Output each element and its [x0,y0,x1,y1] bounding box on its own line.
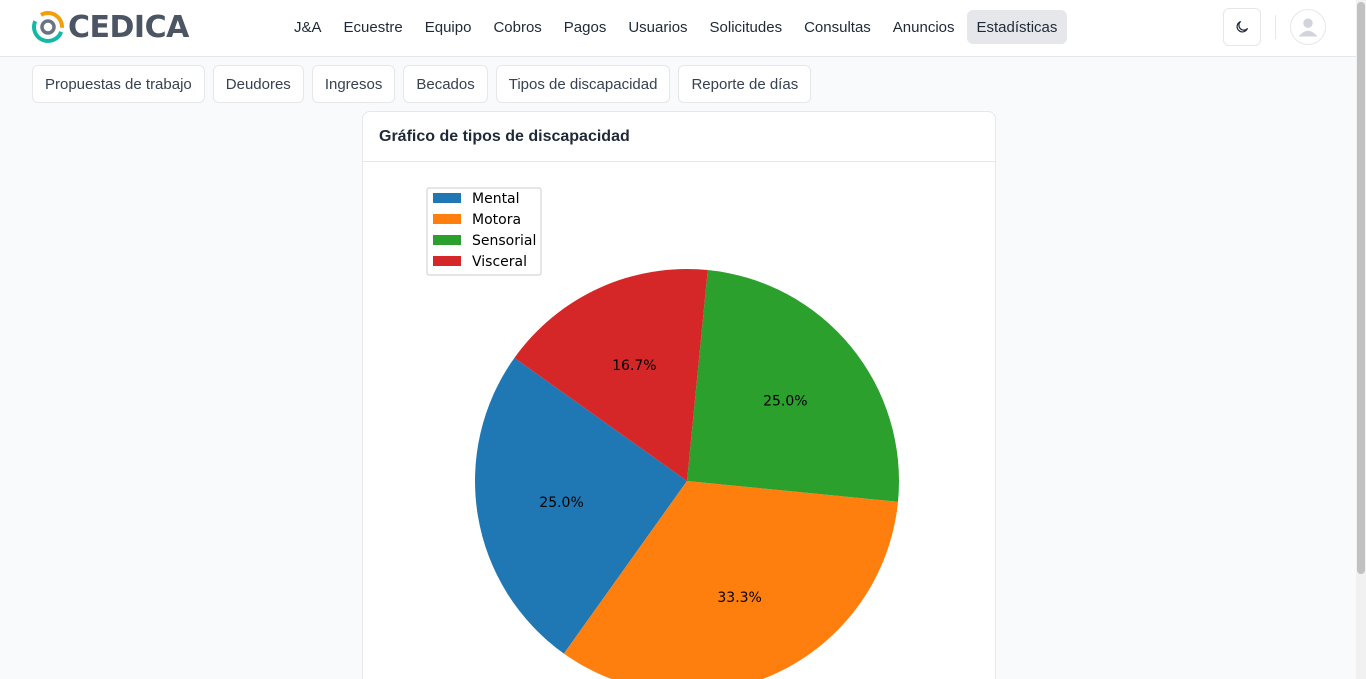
main-nav: J&A Ecuestre Equipo Cobros Pagos Usuarios Soli… [284,10,1068,44]
chart-card-title: Gráfico de tipos de discapacidad [363,112,995,162]
top-navbar: CEDICA J&A Ecuestre Equipo Cobros Pagos Usuar… [0,0,1356,57]
legend-label-mental: Mental [472,191,520,207]
user-icon [1298,18,1318,37]
user-avatar-button[interactable] [1290,9,1326,45]
nav-item-j-a[interactable]: J&A [294,18,322,36]
pie-slice-sensorial [687,270,899,502]
brand-logo[interactable]: CEDICA [30,9,189,45]
nav-item-anuncios[interactable]: Anuncios [892,18,955,36]
subtab-ingresos[interactable]: Ingresos [311,65,396,103]
page-scrollbar[interactable] [1356,0,1366,679]
logo-icon [32,11,64,43]
pie-slice-motora [563,481,898,679]
moon-icon [1236,21,1248,33]
subtab-propuestas-de-trabajo[interactable]: Propuestas de trabajo [32,65,205,103]
legend-label-visceral: Visceral [472,254,527,270]
pie-slice-mental [475,357,687,654]
legend-swatch-mental [433,193,461,203]
nav-item-cobros[interactable]: Cobros [493,18,542,36]
nav-item-equipo[interactable]: Equipo [424,18,472,36]
legend-swatch-visceral [433,256,461,266]
nav-item-solicitudes[interactable]: Solicitudes [709,18,783,36]
scrollbar-thumb[interactable] [1357,2,1365,574]
theme-toggle-button[interactable] [1223,8,1261,46]
pie-label-mental: 25.0% [539,495,583,511]
chart-legend: Mental Motora Sensorial Visceral [426,187,542,276]
header-divider [1275,15,1276,39]
pie-label-sensorial: 25.0% [763,393,807,409]
nav-item-consultas[interactable]: Consultas [804,18,871,36]
pie-label-visceral: 16.7% [612,358,656,374]
pie-label-motora: 33.3% [717,590,761,606]
statistics-subtabs: Propuestas de trabajo Deudores Ingresos Bec… [32,65,812,103]
subtab-deudores[interactable]: Deudores [212,65,304,103]
chart-card: Gráfico de tipos de discapacidad 25.0% 33… [362,111,996,679]
legend-label-sensorial: Sensorial [472,233,536,249]
brand-name: CEDICA [68,9,189,45]
subtab-reporte-de-dias[interactable]: Reporte de días [678,65,812,103]
legend-label-motora: Motora [472,212,521,228]
nav-item-ecuestre[interactable]: Ecuestre [343,18,403,36]
pie-chart: 25.0% 33.3% 25.0% 16.7% Mental Motora Sensoria… [426,187,899,679]
pie-slice-visceral [514,269,708,481]
nav-item-usuarios[interactable]: Usuarios [628,18,688,36]
subtab-becados[interactable]: Becados [403,65,488,103]
legend-swatch-motora [433,214,461,224]
nav-item-estad-sticas[interactable]: Estadísticas [966,10,1068,44]
legend-box [426,187,542,276]
subtab-tipos-de-discapacidad[interactable]: Tipos de discapacidad [495,65,671,103]
nav-item-pagos[interactable]: Pagos [563,18,607,36]
legend-swatch-sensorial [433,235,461,245]
